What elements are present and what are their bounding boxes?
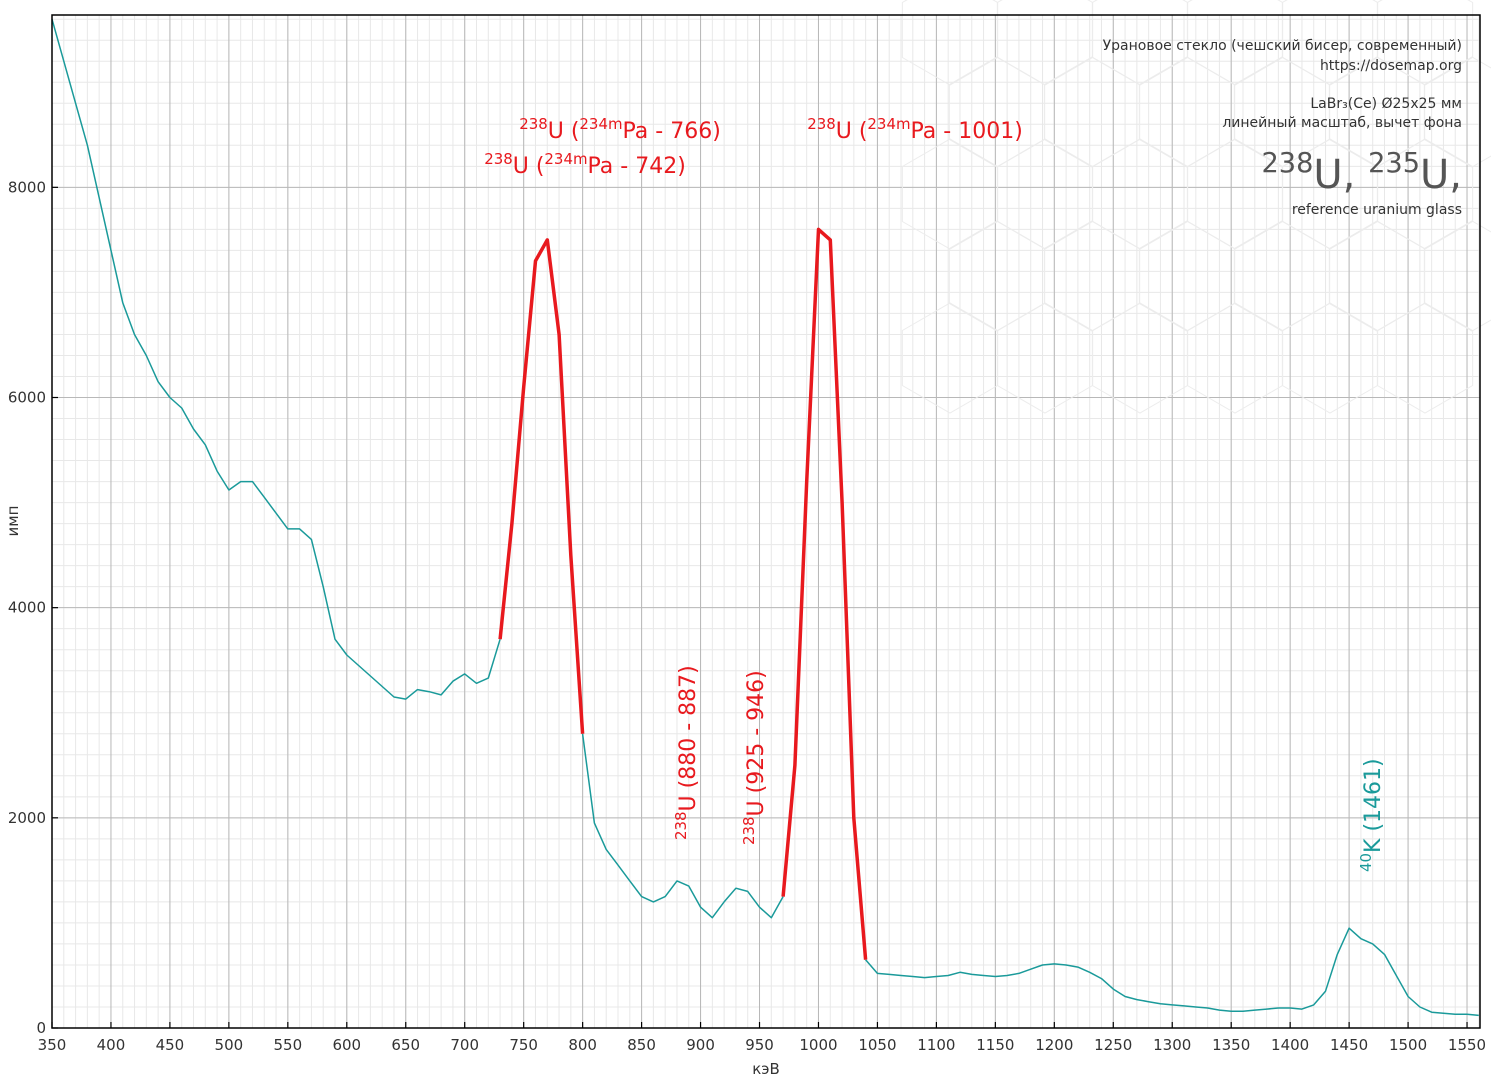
annotation-part: U (880 - 887)	[676, 665, 701, 811]
annotation-part: 238	[807, 115, 836, 133]
x-tick-label: 1300	[1153, 1036, 1191, 1054]
annotation-part: 234m	[867, 115, 910, 133]
annotation: 238U (234mPa - 742)	[484, 150, 686, 179]
x-tick-label: 1050	[858, 1036, 896, 1054]
annotation: 40K (1461)	[1357, 758, 1386, 872]
y-tick-label: 4000	[8, 599, 46, 617]
y-tick-label: 8000	[8, 178, 46, 196]
annotation-part: U (	[836, 119, 868, 144]
x-tick-label: 1400	[1271, 1036, 1309, 1054]
annotation-part: 234m	[579, 115, 622, 133]
annotation-part: 238	[484, 150, 513, 168]
info-subtitle: reference uranium glass	[1292, 202, 1462, 218]
spectrum-line	[51, 18, 1479, 1017]
annotation-part: U,	[1420, 152, 1462, 198]
annotation-part: Pa - 742)	[588, 154, 686, 179]
x-tick-label: 1200	[1035, 1036, 1073, 1054]
x-tick-label: 350	[38, 1036, 67, 1054]
y-axis-label: имп	[4, 506, 22, 537]
annotation-part: 234m	[544, 150, 587, 168]
x-tick-label: 500	[215, 1036, 244, 1054]
x-tick-label: 700	[450, 1036, 479, 1054]
x-tick-label: 950	[745, 1036, 774, 1054]
annotation-part: U,	[1313, 152, 1368, 198]
x-tick-label: 1000	[799, 1036, 837, 1054]
spectrum-line	[498, 227, 868, 960]
x-tick-label: 1500	[1389, 1036, 1427, 1054]
info-line: https://dosemap.org	[1320, 58, 1462, 74]
x-tick-label: 800	[568, 1036, 597, 1054]
annotation-part: K (1461)	[1361, 758, 1386, 853]
x-tick-label: 400	[97, 1036, 126, 1054]
annotation-part: Pa - 1001)	[911, 119, 1023, 144]
info-line: Урановое стекло (чешский бисер, современ…	[1103, 38, 1462, 54]
x-tick-label: 1250	[1094, 1036, 1132, 1054]
x-tick-label: 600	[332, 1036, 361, 1054]
annotation-part: 238	[1261, 148, 1313, 179]
info-line: LaBr₃(Ce) Ø25x25 мм	[1310, 96, 1462, 112]
annotation-part: Pa - 766)	[623, 119, 721, 144]
annotation: 238U (880 - 887)	[672, 665, 701, 840]
x-tick-label: 1450	[1330, 1036, 1368, 1054]
x-tick-label: 1350	[1212, 1036, 1250, 1054]
x-tick-label: 1550	[1448, 1036, 1486, 1054]
x-tick-label: 750	[509, 1036, 538, 1054]
annotation-part: 238	[740, 816, 758, 845]
x-tick-label: 1100	[917, 1036, 955, 1054]
plot-frame	[51, 14, 1481, 1029]
annotation-part: 238	[672, 811, 690, 840]
hexagon-decoration	[1423, 220, 1491, 332]
y-tick-label: 0	[36, 1019, 46, 1037]
info-title: 238U, 235U,	[1261, 148, 1462, 198]
x-tick-label: 850	[627, 1036, 656, 1054]
annotation: 238U (234mPa - 766)	[519, 115, 721, 144]
annotation-part: 238	[519, 115, 548, 133]
y-tick-label: 2000	[8, 809, 46, 827]
annotation: 238U (925 - 946)	[740, 670, 769, 845]
info-line: линейный масштаб, вычет фона	[1222, 115, 1462, 131]
annotation-part: 40	[1357, 853, 1375, 872]
x-tick-label: 550	[274, 1036, 303, 1054]
hexagon-decoration	[1376, 138, 1474, 250]
x-tick-label: 450	[156, 1036, 185, 1054]
annotation-part: U (	[548, 119, 580, 144]
hexagon-decoration	[1376, 302, 1474, 414]
hexagon-decoration	[1376, 0, 1474, 86]
x-tick-label: 650	[391, 1036, 420, 1054]
y-tick-label: 6000	[8, 389, 46, 407]
annotation-part: 235	[1368, 148, 1420, 179]
hexagon-decoration	[1423, 56, 1491, 168]
annotation: 238U (234mPa - 1001)	[807, 115, 1023, 144]
x-tick-label: 900	[686, 1036, 715, 1054]
annotation-part: U (925 - 946)	[744, 670, 769, 816]
annotation-part: U (	[513, 154, 545, 179]
x-axis-label: кэВ	[752, 1060, 780, 1078]
x-tick-label: 1150	[976, 1036, 1014, 1054]
